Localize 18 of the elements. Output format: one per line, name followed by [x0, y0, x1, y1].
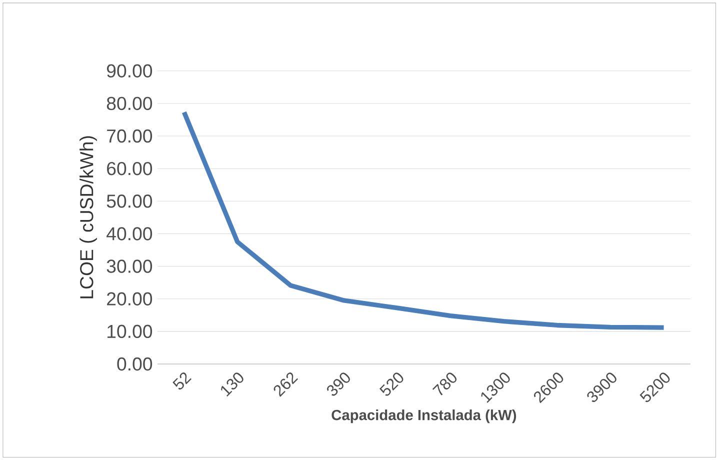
- y-tick-label: 70.00: [107, 129, 152, 143]
- x-tick-label: 52: [172, 372, 192, 390]
- y-tick-label: 0.00: [117, 357, 152, 371]
- y-tick-label: 40.00: [106, 227, 152, 240]
- y-tick-label: 30.00: [106, 260, 152, 273]
- y-tick-label: 80.00: [106, 96, 152, 110]
- x-tick-label: 780: [432, 372, 457, 396]
- y-tick-label: 50.00: [106, 194, 152, 208]
- y-tick-label: 90.00: [106, 64, 152, 78]
- x-axis-title: Capacidade Instalada (kW): [332, 409, 516, 424]
- x-tick-label: 130: [221, 372, 244, 396]
- x-tick-label: 262: [274, 372, 298, 397]
- y-tick-label: 20.00: [107, 292, 152, 306]
- y-tick-label: 60.00: [107, 162, 152, 176]
- x-tick-label: 390: [327, 372, 350, 396]
- y-tick-label: 10.00: [108, 324, 152, 338]
- x-tick-label: 520: [380, 372, 404, 396]
- y-axis-title: LCOE ( cUSD/kWh): [80, 136, 97, 298]
